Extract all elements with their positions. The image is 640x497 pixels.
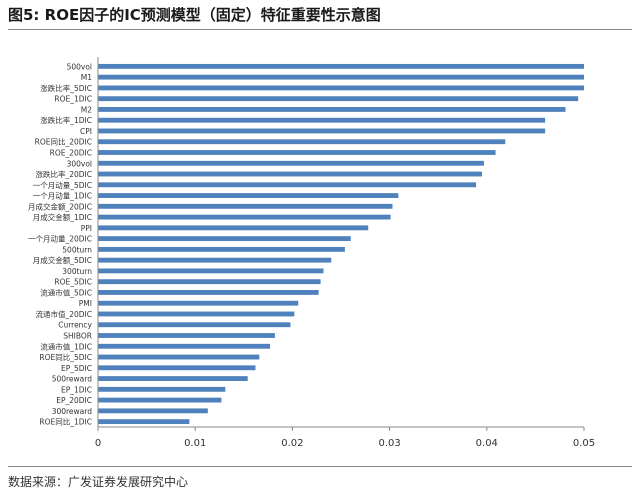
- category-label: 月成交金额_20DIC: [28, 201, 92, 211]
- bar-13: [98, 193, 399, 198]
- bar-19: [98, 257, 332, 263]
- bars-group: [98, 63, 584, 425]
- bar-14: [98, 203, 393, 209]
- category-label: SHIBOR: [63, 332, 92, 341]
- category-label: 500reward: [52, 375, 93, 384]
- category-label: 流通市值_5DIC: [40, 287, 92, 297]
- x-tick-label: 0.05: [573, 438, 595, 449]
- tick-labels-group: 0 0.01 0.02 0.03 0.04 0.05: [95, 438, 595, 449]
- category-label: M2: [81, 105, 92, 114]
- bar-18: [98, 246, 345, 252]
- category-label: 一个月动量_20DIC: [28, 234, 92, 244]
- category-label: ROE_5DIC: [54, 278, 92, 287]
- bar-32: [98, 397, 222, 403]
- category-label: 一个月动量_5DIC: [33, 180, 92, 190]
- category-label: 月成交金额_1DIC: [33, 212, 92, 222]
- category-label: CPI: [80, 127, 92, 136]
- category-label: 涨跌比率_1DIC: [40, 115, 92, 125]
- x-tick-label: 0.04: [476, 438, 498, 449]
- bar-27: [98, 343, 271, 349]
- bar-11: [98, 171, 482, 177]
- bar-30: [98, 376, 248, 381]
- category-label: 涨跌比率_5DIC: [40, 83, 92, 93]
- category-label: 300turn: [62, 267, 92, 276]
- category-label: PMI: [79, 299, 92, 308]
- axes-group: [97, 57, 585, 431]
- bar-8: [98, 139, 506, 145]
- bar-31: [98, 386, 226, 392]
- bar-20: [98, 268, 324, 274]
- category-label: 流通市值_1DIC: [40, 341, 92, 351]
- bar-22: [98, 290, 319, 295]
- bar-29: [98, 365, 256, 371]
- bar-34: [98, 419, 190, 425]
- category-label: 300reward: [52, 407, 93, 416]
- category-label: M1: [81, 73, 92, 82]
- category-label: 月成交金额_5DIC: [33, 255, 92, 265]
- category-label: 一个月动量_1DIC: [33, 191, 92, 201]
- category-label: Currency: [58, 321, 92, 330]
- category-label: ROE同比_1DIC: [39, 417, 92, 427]
- category-label: ROE_1DIC: [54, 95, 92, 104]
- bar-3: [98, 85, 584, 91]
- bottom-divider: [8, 466, 632, 467]
- category-label: EP_1DIC: [61, 385, 92, 394]
- bar-2: [98, 74, 584, 80]
- category-label: 300vol: [67, 159, 92, 168]
- top-divider: [8, 29, 632, 30]
- bar-1: [98, 63, 584, 69]
- category-label: 流通市值_20DIC: [35, 309, 92, 319]
- category-label: EP_5DIC: [61, 364, 92, 373]
- bar-6: [98, 117, 546, 123]
- category-labels-group: 500volM1涨跌比率_5DICROE_1DICM2涨跌比率_1DICCPIR…: [28, 62, 93, 426]
- bar-21: [98, 279, 321, 285]
- chart-title: 图5: ROE因子的IC预测模型（固定）特征重要性示意图: [8, 6, 381, 24]
- x-tick-label: 0.01: [184, 438, 206, 449]
- category-label: 涨跌比率_20DIC: [35, 169, 92, 179]
- bar-25: [98, 322, 291, 328]
- bar-17: [98, 236, 351, 242]
- category-label: EP_20DIC: [56, 396, 92, 405]
- x-tick-label: 0.03: [378, 438, 400, 449]
- bar-33: [98, 408, 208, 414]
- bar-5: [98, 107, 566, 112]
- bar-4: [98, 96, 579, 102]
- bar-26: [98, 333, 275, 338]
- bar-7: [98, 128, 546, 134]
- source-note: 数据来源：广发证券发展研究中心: [8, 475, 189, 489]
- feature-importance-bar-chart: 500volM1涨跌比率_5DICROE_1DICM2涨跌比率_1DICCPIR…: [28, 57, 595, 449]
- bar-15: [98, 214, 391, 220]
- category-label: ROE_20DIC: [50, 149, 92, 158]
- category-label: ROE同比_20DIC: [35, 137, 92, 147]
- category-label: ROE同比_5DIC: [39, 352, 92, 362]
- category-label: 500vol: [67, 62, 92, 71]
- bar-12: [98, 182, 477, 188]
- category-label: PPI: [81, 224, 92, 233]
- bar-10: [98, 160, 484, 166]
- bar-9: [98, 150, 496, 155]
- bar-28: [98, 354, 260, 360]
- bar-23: [98, 300, 299, 306]
- bar-16: [98, 225, 369, 231]
- x-tick-label: 0.02: [281, 438, 303, 449]
- category-label: 500turn: [62, 245, 92, 254]
- bar-24: [98, 311, 295, 317]
- x-tick-label: 0: [95, 438, 101, 449]
